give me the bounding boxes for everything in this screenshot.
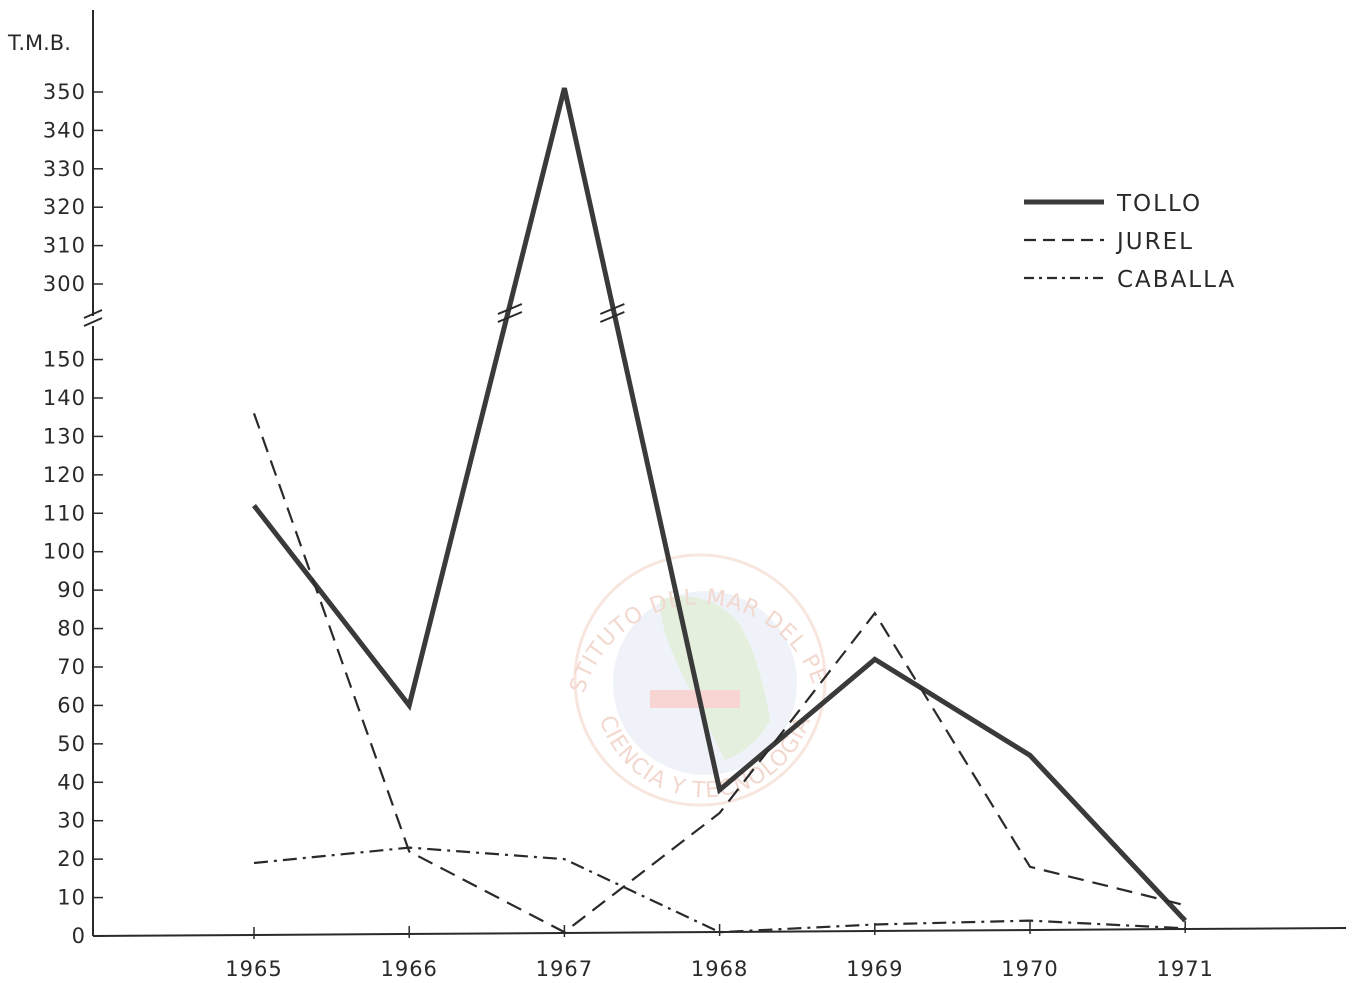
y-tick-label: 80 (57, 617, 86, 641)
y-tick-label: 50 (57, 732, 86, 756)
series-layer (252, 87, 1188, 934)
y-tick-label: 330 (43, 157, 86, 181)
y-tick-label: 0 (72, 924, 86, 948)
x-tick-label: 1966 (380, 957, 437, 981)
x-ticks: 1965 1966 1967 1968 1969 1970 1971 (225, 921, 1213, 981)
series-break-mark (497, 311, 523, 323)
x-tick-label: 1965 (225, 957, 282, 981)
series-line-caballa (253, 846, 1186, 934)
y-ticks: 0 10 20 30 40 50 60 70 80 90 100 110 120 130 140 150 300… (43, 80, 103, 948)
y-axis-label: T.M.B. (7, 31, 71, 55)
legend-label-tollo: TOLLO (1116, 191, 1202, 217)
y-tick-label: 150 (43, 348, 86, 372)
y-tick-label: 20 (57, 847, 86, 871)
y-axis-break-mark (83, 309, 103, 327)
y-tick-label: 310 (43, 234, 86, 258)
x-tick-label: 1970 (1001, 957, 1058, 981)
legend-label-caballa: CABALLA (1117, 267, 1236, 293)
y-tick-label: 130 (43, 424, 86, 448)
y-tick-label: 350 (43, 80, 86, 104)
series-break-mark (599, 303, 625, 315)
x-tick-label: 1968 (691, 957, 748, 981)
x-tick-label: 1967 (536, 957, 593, 981)
x-tick-label: 1971 (1156, 957, 1213, 981)
y-tick-label: 300 (43, 272, 86, 296)
y-tick-label: 140 (43, 386, 86, 410)
y-tick-label: 110 (43, 501, 86, 525)
series-break-mark (497, 303, 523, 315)
y-tick-label: 100 (43, 540, 86, 564)
legend: TOLLO JUREL CABALLA (1024, 191, 1236, 293)
y-tick-label: 60 (57, 693, 86, 717)
y-tick-label: 30 (57, 809, 86, 833)
y-tick-label: 340 (43, 118, 86, 142)
y-tick-label: 70 (57, 655, 86, 679)
y-tick-label: 10 (57, 886, 86, 910)
x-tick-label: 1969 (846, 957, 903, 981)
legend-label-jurel: JUREL (1115, 229, 1194, 255)
y-tick-label: 90 (57, 578, 86, 602)
series-break-mark (599, 311, 625, 323)
y-tick-label: 120 (43, 463, 86, 487)
y-tick-label: 40 (57, 770, 86, 794)
y-tick-label: 320 (43, 195, 86, 219)
